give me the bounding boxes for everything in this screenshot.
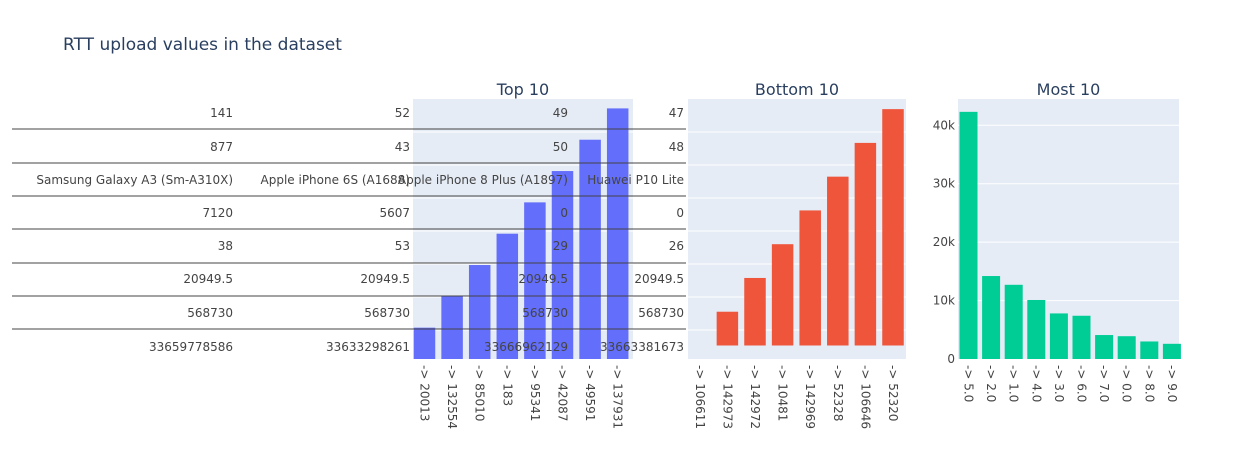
bar (441, 296, 463, 359)
table-cell: 53 (395, 239, 410, 253)
x-tick-label: -> 10481 (776, 365, 790, 421)
x-tick-label: -> 4.0 (1029, 365, 1043, 402)
bar (771, 244, 794, 346)
table-cell: 7120 (202, 206, 233, 220)
subplot-title: Most 10 (1037, 80, 1101, 99)
bar (827, 176, 849, 346)
x-tick-label: -> 2.0 (984, 365, 998, 402)
table-cell: 568730 (522, 306, 568, 320)
table-cell: 0 (560, 206, 568, 220)
bar (1117, 336, 1136, 359)
y-tick-label: 40k (933, 118, 955, 132)
table-cell: Samsung Galaxy A3 (Sm-A310X) (36, 173, 233, 187)
x-tick-label: -> 142973 (720, 365, 734, 429)
bar (1049, 313, 1068, 359)
x-tick-label: -> 7.0 (1097, 365, 1111, 402)
bar (982, 276, 1001, 359)
table-cell: 20949.5 (360, 272, 410, 286)
table-cell: 568730 (638, 306, 684, 320)
bar (882, 109, 904, 346)
table-cell: 33663381673 (600, 340, 684, 354)
table-cell: 43 (395, 140, 410, 154)
table-cell: 20949.5 (634, 272, 684, 286)
table-cell: 877 (210, 140, 233, 154)
bar (1095, 335, 1114, 359)
bar (413, 327, 436, 359)
y-tick-label: 0 (947, 352, 955, 366)
data-table: 141 877 Samsung Galaxy A3 (Sm-A310X) 7120 38… (12, 106, 686, 354)
table-cell: 141 (210, 106, 233, 120)
table-cell: 38 (218, 239, 233, 253)
bar (1162, 343, 1181, 359)
table-cell: 26 (669, 239, 684, 253)
subplot-title: Top 10 (496, 80, 549, 99)
x-tick-label: -> 0.0 (1120, 365, 1134, 402)
bar (551, 171, 574, 359)
bar (579, 139, 601, 359)
table-cell: Huawei P10 Lite (587, 173, 684, 187)
x-tick-label: -> 85010 (473, 365, 487, 421)
y-tick-label: 20k (933, 235, 955, 249)
subplot-title: Bottom 10 (755, 80, 839, 99)
x-tick-label: -> 5.0 (962, 365, 976, 402)
bar (854, 142, 877, 346)
table-cell: 33633298261 (326, 340, 410, 354)
subplot-2: Bottom 10 -> 106611 -> 142973 -> 142972 -> 1… (688, 80, 906, 429)
table-cell: 33666962129 (484, 340, 568, 354)
y-tick-label: 30k (933, 177, 955, 191)
bar (744, 277, 766, 346)
x-tick-label: -> 6.0 (1075, 365, 1089, 402)
table-cell: 49 (553, 106, 568, 120)
x-tick-label: -> 142969 (803, 365, 817, 429)
plots-layer: Top 10 -> 20013 -> 132554 -> 85010 -> 183 -> … (413, 80, 1181, 429)
table-cell: 0 (676, 206, 684, 220)
x-tick-label: -> 106611 (693, 365, 707, 429)
x-tick-label: -> 1.0 (1007, 365, 1021, 402)
x-tick-label: -> 142972 (748, 365, 762, 429)
bar (1072, 315, 1091, 359)
table-cell: 20949.5 (518, 272, 568, 286)
bar (524, 202, 546, 359)
bar (468, 265, 491, 359)
x-tick-label: -> 132554 (445, 365, 459, 429)
table-cell: 50 (553, 140, 568, 154)
table-cell: Apple iPhone 6S (A1688) (261, 173, 410, 187)
x-tick-label: -> 49591 (583, 365, 597, 421)
table-cell: Apple iPhone 8 Plus (A1897) (398, 173, 568, 187)
table-cell: 48 (669, 140, 684, 154)
bar (1140, 341, 1159, 359)
table-cell: 33659778586 (149, 340, 233, 354)
table-cell: 20949.5 (183, 272, 233, 286)
x-tick-label: -> 52320 (886, 365, 900, 421)
table-cell: 47 (669, 106, 684, 120)
table-cell: 568730 (187, 306, 233, 320)
chart-title: RTT upload values in the dataset (63, 35, 342, 55)
bar (799, 210, 821, 346)
y-tick-label: 10k (933, 294, 955, 308)
bar (716, 311, 739, 346)
table-cell: 568730 (364, 306, 410, 320)
bar (959, 111, 978, 359)
table-cell: 52 (395, 106, 410, 120)
x-tick-label: -> 20013 (418, 365, 432, 421)
table-cell: 5607 (379, 206, 410, 220)
bar (606, 108, 629, 360)
x-tick-label: -> 52328 (831, 365, 845, 421)
x-tick-label: -> 137931 (611, 365, 625, 429)
x-tick-label: -> 8.0 (1142, 365, 1156, 402)
x-tick-label: -> 183 (500, 365, 514, 406)
x-tick-label: -> 106646 (858, 365, 872, 429)
x-tick-label: -> 42087 (556, 365, 570, 421)
bar (1027, 299, 1046, 359)
x-tick-label: -> 95341 (528, 365, 542, 421)
x-tick-label: -> 9.0 (1165, 365, 1179, 402)
bar (1004, 284, 1023, 359)
subplot-1: Top 10 -> 20013 -> 132554 -> 85010 -> 183 -> … (413, 80, 633, 429)
subplot-3: Most 10 0 10k 20k 30k 40k -> 5.0 -> 2.0 -> 1.0 ->… (933, 80, 1181, 402)
x-tick-label: -> 3.0 (1052, 365, 1066, 402)
table-cell: 29 (553, 239, 568, 253)
